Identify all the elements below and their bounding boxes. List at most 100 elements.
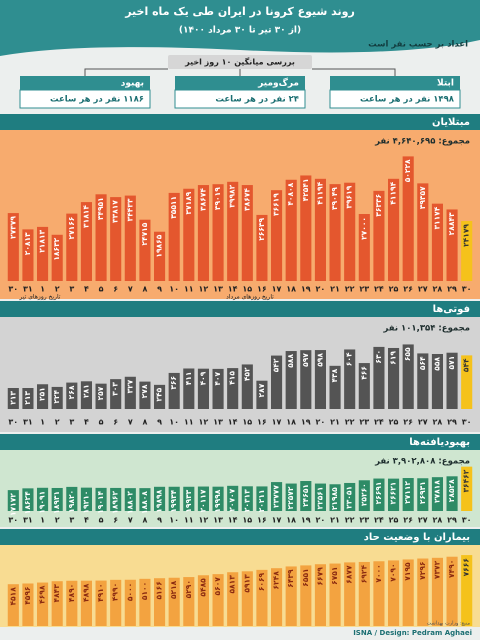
bar (227, 368, 239, 409)
bar (212, 486, 224, 511)
x-tick-label: ۳۱ (23, 516, 33, 525)
x-tick-label: ۲۵ (389, 418, 399, 427)
bar (241, 185, 253, 281)
bar (7, 584, 19, 626)
bar (271, 568, 283, 626)
bar (80, 580, 92, 626)
value-label: ۴۹۹۰ (111, 583, 120, 601)
value-label: ۶۵۵۱ (301, 568, 310, 586)
bar (154, 486, 166, 511)
value-label: ۲۲۵۷۲ (286, 486, 295, 509)
bar (183, 188, 195, 281)
bar (22, 229, 34, 281)
bar (168, 486, 180, 511)
value-label: ۲۶۸ (67, 385, 76, 399)
x-tick-label: ۱۶ (257, 516, 267, 525)
value-label: ۷۳۷۲ (432, 560, 441, 579)
value-label: ۲۴۶۵۱ (301, 484, 310, 507)
value-label: ۴۱۵ (228, 371, 237, 385)
value-label: ۲۷۳۷۹ (8, 216, 17, 239)
value-label: ۲۵۱ (38, 387, 47, 401)
x-tick-label: ۸ (142, 285, 147, 294)
x-tick-label: ۱۵ (242, 418, 252, 427)
x-tick-label: ۳۰ (8, 418, 18, 427)
bar (124, 488, 136, 511)
bar (358, 561, 370, 626)
value-label: ۳۶۳۳۶ (374, 194, 383, 217)
bar (461, 355, 473, 409)
bar (80, 487, 92, 511)
value-label: ۱۹۸۲۰ (67, 490, 76, 513)
x-tick-label: ۲۴ (374, 418, 384, 427)
bar (446, 352, 458, 409)
value-label: ۶۳۰ (374, 350, 383, 364)
bar (300, 175, 312, 281)
x-tick-label: ۱۱ (184, 285, 194, 294)
bar (256, 569, 268, 626)
bar (7, 490, 19, 511)
bar (446, 209, 458, 281)
value-label: ۲۲۴ (52, 389, 61, 403)
x-tick-label: ۹ (157, 516, 162, 525)
value-label: ۶۸۷۷ (345, 565, 354, 584)
bar (95, 580, 107, 626)
x-tick-label: ۲۶ (403, 418, 413, 427)
value-label: ۵۲۱۸ (169, 580, 178, 599)
bar (285, 483, 297, 511)
header-subtitle: (از ۳۰ تیر تا ۳۰ مرداد ۱۴۰۰) (179, 26, 301, 36)
bar (285, 179, 297, 281)
value-label: ۷۰۰۰ (374, 564, 383, 582)
value-label: ۲۴۷۱۵ (140, 222, 149, 245)
value-label: ۴۳۸ (330, 368, 339, 382)
x-tick-label: ۱۳ (213, 285, 223, 294)
value-label: ۴۸۹۰ (67, 584, 76, 602)
value-label: ۱۹۹۹۸ (213, 489, 222, 512)
x-tick-label: ۷ (128, 418, 133, 427)
bar (314, 483, 326, 511)
value-label: ۴۶۹۸ (38, 585, 47, 604)
summary-heading-box (168, 55, 312, 69)
bar (256, 486, 268, 511)
value-label: ۲۰۷۰۷ (228, 488, 237, 511)
x-tick-label: ۳۰ (462, 516, 472, 525)
bar (256, 380, 268, 409)
value-label: ۱۹۰۱۴ (96, 490, 105, 513)
value-label: ۴۱۱۹۴ (389, 181, 398, 204)
summary-value-box (174, 89, 306, 109)
bar (446, 556, 458, 626)
bar (227, 485, 239, 511)
summary-value: ۲۴ نفر در هر ساعت (215, 95, 299, 105)
bar (139, 381, 151, 409)
bar (37, 384, 49, 409)
x-tick-label: ۵ (99, 285, 104, 294)
chart-background (0, 114, 480, 299)
x-tick-label: ۲۹ (447, 418, 457, 427)
x-tick-label: ۲۸ (433, 285, 443, 294)
bar (358, 363, 370, 409)
value-label: ۲۷۰۰۰ (359, 217, 368, 240)
value-label: ۱۹۸۶۵ (155, 234, 164, 257)
bar (183, 486, 195, 511)
value-label: ۳۹۳۵۷ (418, 186, 427, 209)
bar (197, 368, 209, 409)
bar (139, 578, 151, 626)
value-label: ۲۰۳۱۳ (242, 489, 251, 512)
x-tick-label: ۲۲ (345, 516, 355, 525)
value-label: ۴۵۲ (242, 367, 251, 381)
value-label: ۳۲۷ (125, 379, 134, 393)
value-label: ۲۵۲۶۰ (359, 483, 368, 506)
chart-title-band (0, 434, 480, 450)
value-label: ۴۰۷ (213, 371, 222, 385)
value-label: ۵۴۲ (272, 358, 281, 372)
value-label: ۵۶۰۷ (213, 577, 222, 596)
value-label: ۱۹۲۱۰ (81, 491, 90, 514)
x-tick-label: ۲۷ (418, 418, 428, 427)
value-label: ۳۴۴۳۳ (125, 198, 134, 221)
value-label: ۱۹۹۳۳ (184, 489, 193, 512)
value-label: ۲۰۲۱۱ (257, 489, 266, 512)
summary-label-box (330, 76, 460, 90)
x-tick-label: ۲۵ (389, 285, 399, 294)
x-tick-label: ۱۷ (272, 516, 282, 525)
